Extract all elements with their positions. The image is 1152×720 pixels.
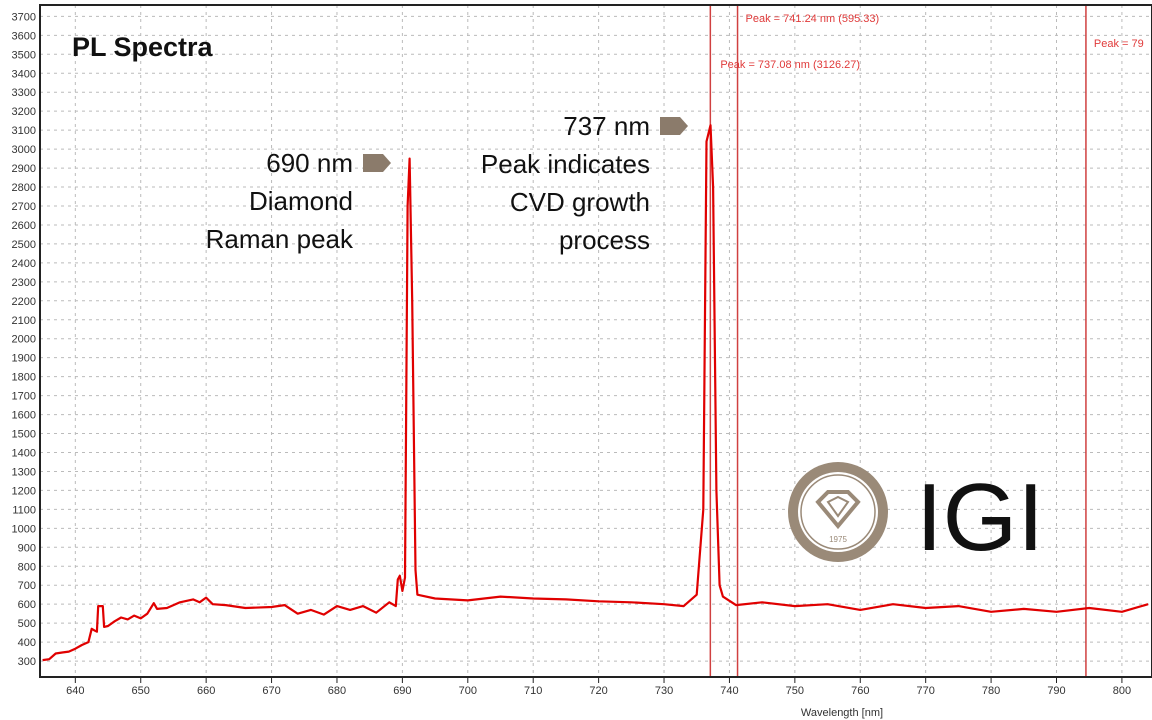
annotation-text: process	[559, 225, 650, 255]
x-tick-label: 660	[197, 685, 215, 697]
grid	[40, 5, 1152, 677]
x-axis-ticks: 640 650 660 670 680 690 700 710 720 730 740 750 760 7…	[66, 677, 1131, 697]
x-tick-label: 780	[982, 685, 1000, 697]
x-tick-label: 790	[1047, 685, 1065, 697]
x-tick-label: 710	[524, 685, 542, 697]
annotation-text: 737 nm	[563, 111, 650, 141]
y-tick-label: 1000	[12, 523, 36, 535]
y-tick-label: 2400	[12, 258, 36, 270]
igi-logo: 1975 IGI	[788, 462, 1044, 571]
y-tick-label: 1500	[12, 429, 36, 441]
x-tick-label: 680	[328, 685, 346, 697]
y-tick-label: 2900	[12, 163, 36, 175]
y-tick-label: 3600	[12, 30, 36, 42]
y-tick-label: 700	[18, 580, 36, 592]
y-tick-label: 2300	[12, 277, 36, 289]
arrow-tag-icon	[660, 117, 688, 135]
annotation-text: Peak indicates	[481, 149, 650, 179]
y-tick-label: 3200	[12, 106, 36, 118]
peak-markers: Peak = 737.08 nm (3126.27) Peak = 741.24 …	[709, 5, 1144, 677]
y-tick-label: 2500	[12, 239, 36, 251]
y-axis-ticks: 300 400 500 600 700 800 900 1000 1100 1200 1300 140…	[12, 11, 36, 668]
y-tick-label: 3000	[12, 144, 36, 156]
x-tick-label: 670	[262, 685, 280, 697]
y-tick-label: 800	[18, 561, 36, 573]
annotation-text: 690 nm	[266, 148, 353, 178]
y-tick-label: 600	[18, 599, 36, 611]
y-tick-label: 2000	[12, 334, 36, 346]
chart-title: PL Spectra	[72, 32, 214, 62]
x-tick-label: 750	[786, 685, 804, 697]
spectrum-line	[42, 124, 1149, 662]
x-axis-label: Wavelength [nm]	[801, 707, 883, 719]
x-tick-label: 730	[655, 685, 673, 697]
y-tick-label: 900	[18, 542, 36, 554]
y-tick-label: 300	[18, 656, 36, 668]
y-tick-label: 3100	[12, 125, 36, 137]
x-tick-label: 720	[589, 685, 607, 697]
logo-text: IGI	[916, 464, 1044, 571]
peak-marker-label: Peak = 741.24 nm (595.33)	[746, 13, 880, 25]
y-tick-label: 3700	[12, 11, 36, 23]
y-tick-label: 2600	[12, 220, 36, 232]
y-tick-label: 2700	[12, 201, 36, 213]
y-tick-label: 1600	[12, 410, 36, 422]
y-tick-label: 2800	[12, 182, 36, 194]
y-tick-label: 1900	[12, 353, 36, 365]
plot-frame	[39, 4, 1152, 678]
annotation-text: CVD growth	[510, 187, 650, 217]
x-tick-label: 640	[66, 685, 84, 697]
annotation-text: Raman peak	[206, 224, 354, 254]
y-tick-label: 3300	[12, 87, 36, 99]
y-tick-label: 400	[18, 637, 36, 649]
arrow-tag-icon	[363, 154, 391, 172]
seal-inner	[798, 472, 878, 552]
y-tick-label: 1300	[12, 466, 36, 478]
y-tick-label: 1800	[12, 372, 36, 384]
peak-marker-label: Peak = 79	[1094, 38, 1144, 50]
x-tick-label: 740	[720, 685, 738, 697]
x-tick-label: 650	[132, 685, 150, 697]
x-tick-label: 700	[459, 685, 477, 697]
annotations: 690 nm Diamond Raman peak 737 nm Peak indica…	[206, 111, 688, 255]
x-tick-label: 760	[851, 685, 869, 697]
y-tick-label: 2100	[12, 315, 36, 327]
y-tick-label: 1400	[12, 447, 36, 459]
annotation-text: Diamond	[249, 186, 353, 216]
y-tick-label: 3500	[12, 49, 36, 61]
y-tick-label: 500	[18, 618, 36, 630]
y-tick-label: 1200	[12, 485, 36, 497]
seal-year: 1975	[829, 535, 847, 544]
y-tick-label: 1100	[12, 504, 36, 516]
y-tick-label: 3400	[12, 68, 36, 80]
peak-marker-label: Peak = 737.08 nm (3126.27)	[720, 59, 860, 71]
diamond-icon	[815, 490, 861, 530]
x-tick-label: 800	[1113, 685, 1131, 697]
y-tick-label: 1700	[12, 391, 36, 403]
y-tick-label: 2200	[12, 296, 36, 308]
x-tick-label: 770	[916, 685, 934, 697]
x-tick-label: 690	[393, 685, 411, 697]
